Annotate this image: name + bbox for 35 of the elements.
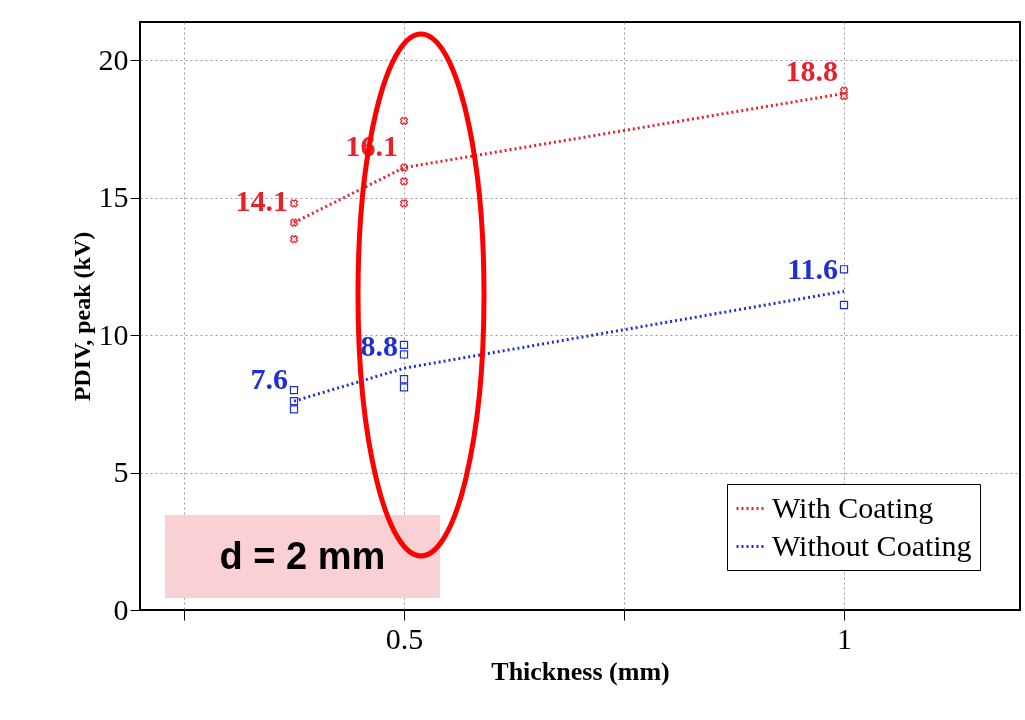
data-label: 11.6 [787,252,838,286]
point [839,300,849,310]
point [399,163,409,172]
x-tick-label: 1 [837,621,852,655]
point [839,86,849,95]
point [839,92,849,101]
point [399,340,409,349]
legend-label: Without Coating [772,528,972,562]
y-axis-title: PDIV, peak (kV) [68,231,95,402]
legend-label: With Coating [772,490,934,524]
data-label: 8.8 [360,329,398,363]
point [399,199,409,208]
x-tick-label: 0.5 [385,621,424,655]
point [289,386,299,395]
point [399,177,409,186]
point [289,234,299,244]
annotation: d = 2 mm [165,515,440,598]
point [399,383,409,392]
point [289,397,299,406]
y-tick-label: 0 [113,592,129,626]
point [839,265,849,274]
data-label: 14.1 [235,183,288,217]
point [399,116,409,126]
y-tick-label: 5 [113,455,129,489]
point [289,405,299,414]
point [399,350,409,359]
y-tick-label: 10 [98,317,129,351]
y-tick-label: 15 [98,180,129,214]
point [399,375,409,384]
y-tick-label: 20 [98,42,129,76]
data-label: 7.6 [250,362,288,396]
point [289,199,299,208]
point [289,218,299,227]
data-label: 18.8 [785,54,838,88]
x-axis-title: Thickness (mm) [491,656,670,686]
